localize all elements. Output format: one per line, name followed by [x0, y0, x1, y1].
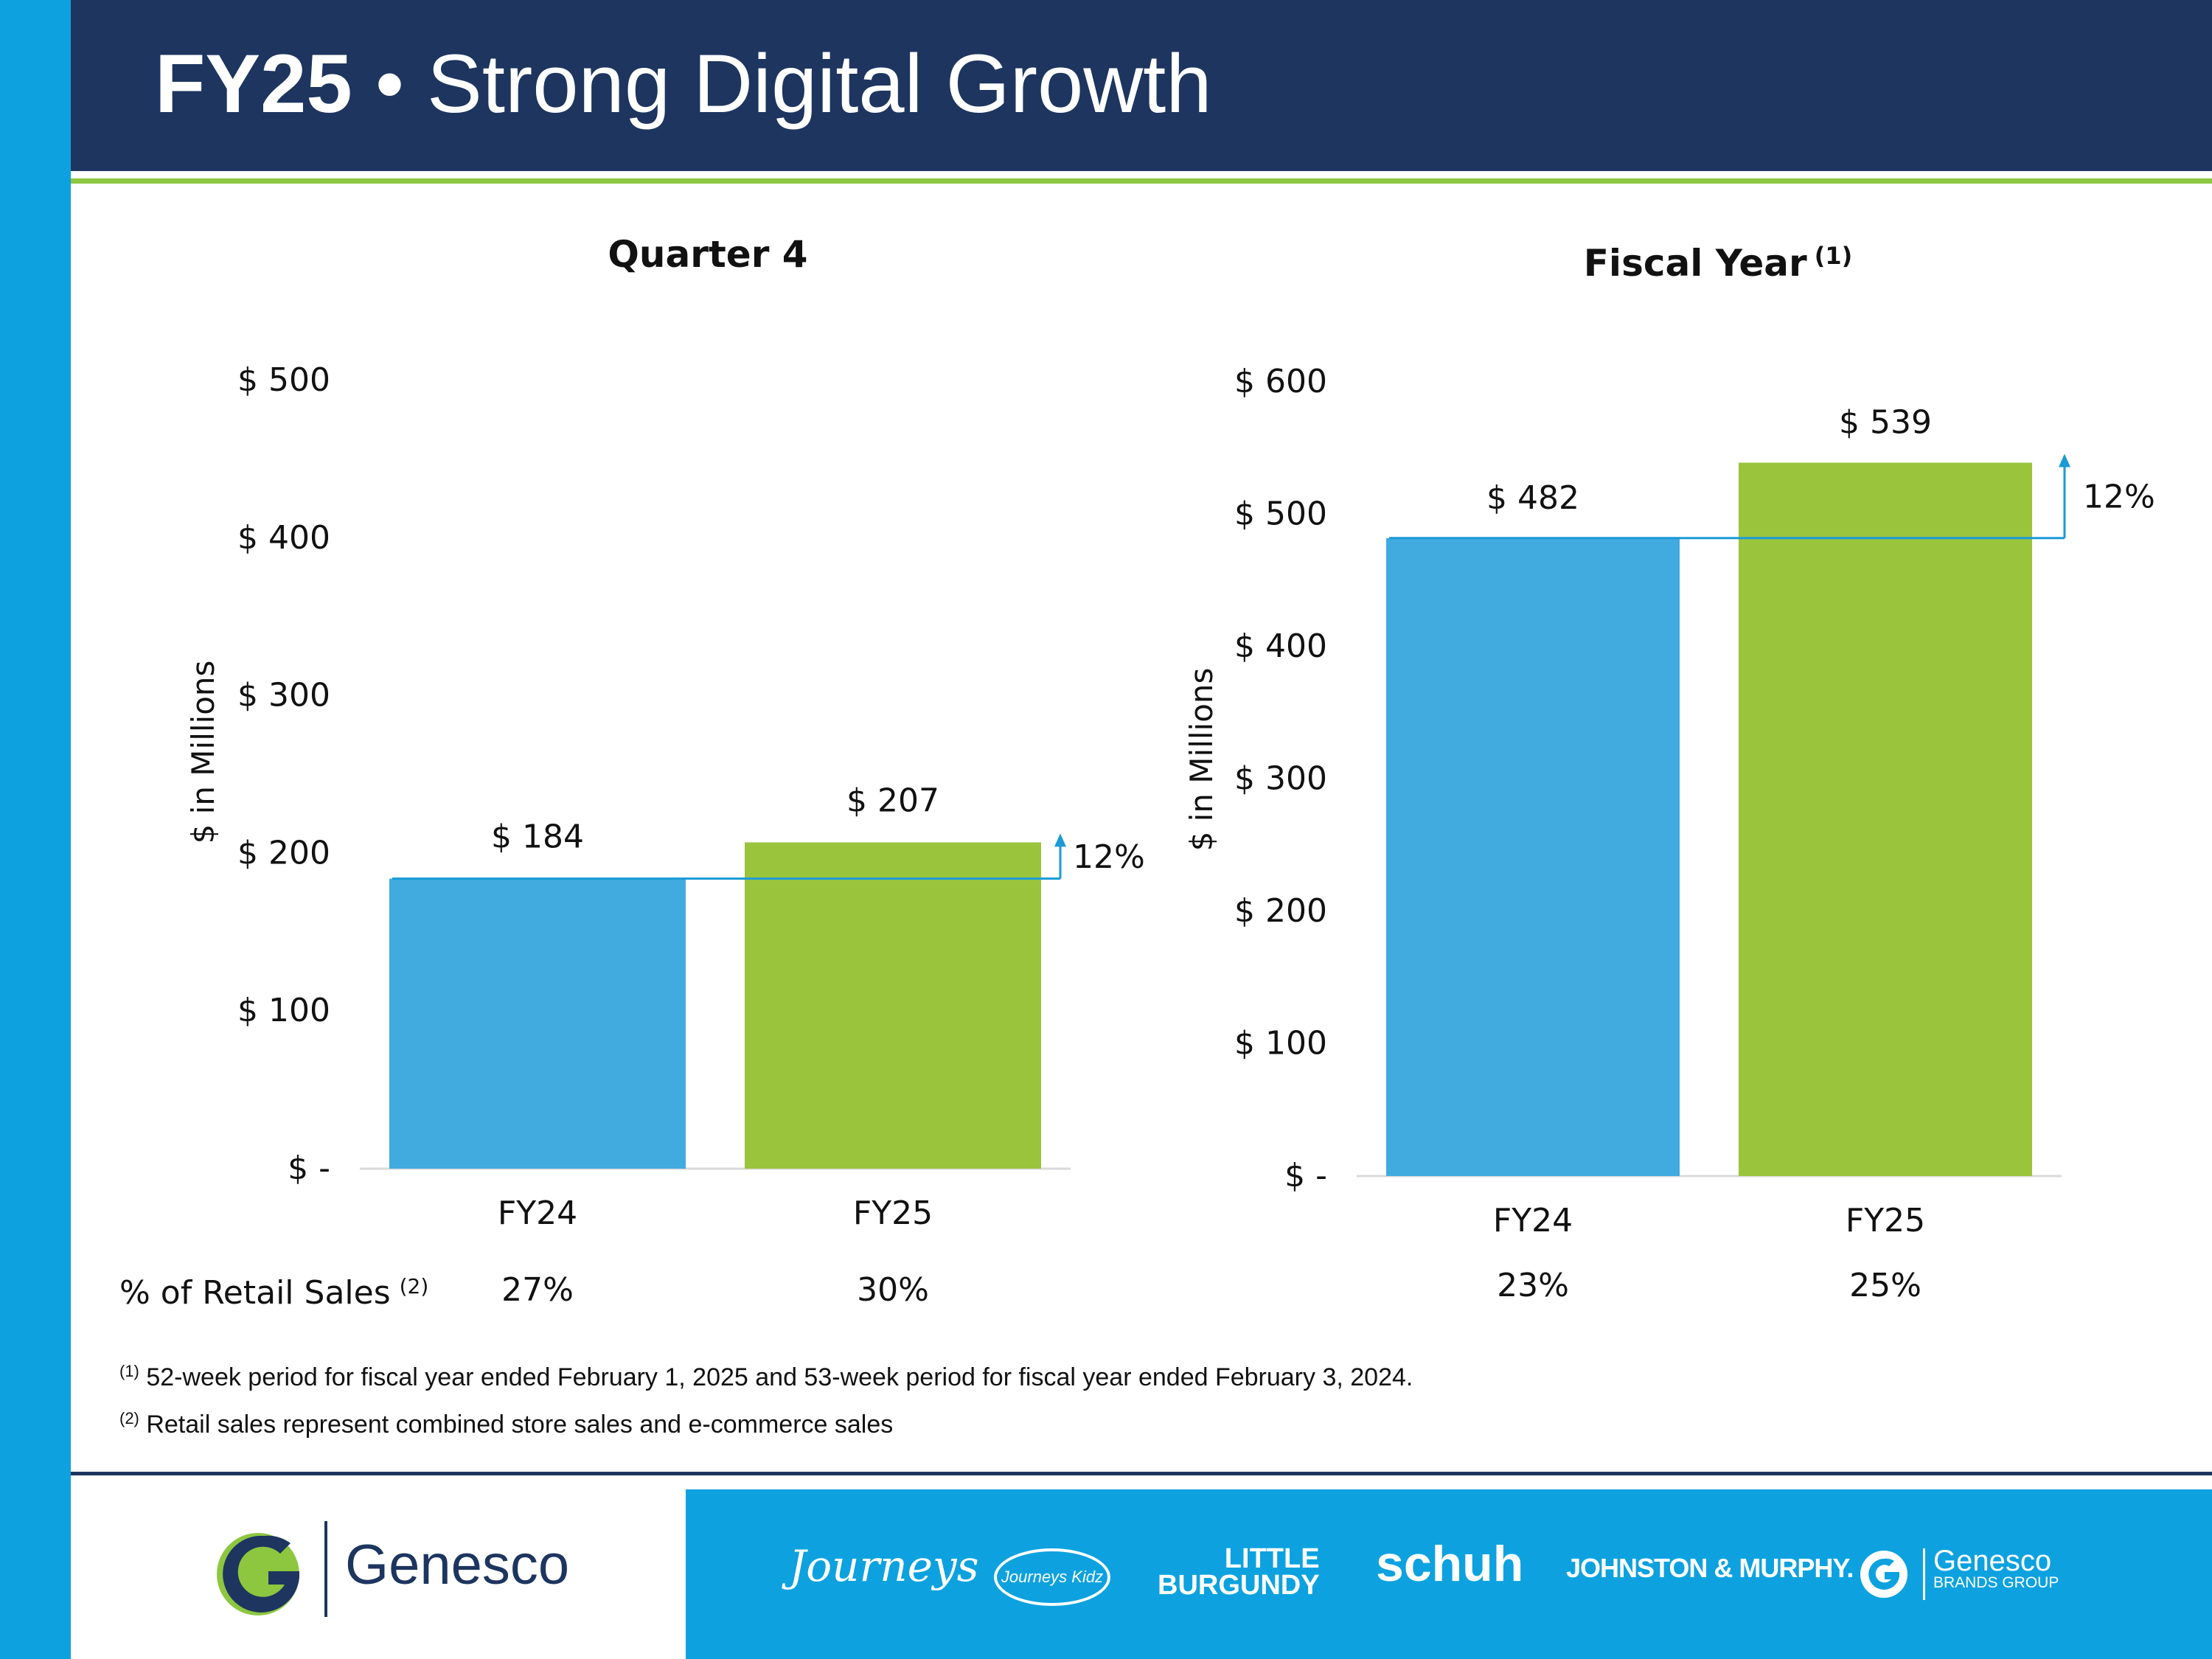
chart2-growth-arrow-head — [2059, 453, 2070, 467]
logo-separator — [324, 1521, 327, 1617]
title-rest: • Strong Digital Growth — [352, 38, 1212, 130]
chart2-bar-fy24 — [1386, 538, 1680, 1176]
brand-journeys: Journeys — [789, 1541, 979, 1591]
retail-sales-label: % of Retail Sales (2) — [119, 1274, 428, 1312]
footnote-1-marker: (1) — [119, 1362, 139, 1380]
footer-divider — [71, 1472, 2212, 1475]
chart2-ytick-2: $ 200 — [1234, 892, 1327, 930]
chart2-category-fy24: FY24 — [1493, 1202, 1573, 1239]
chart2-retail-pct-fy24: 23% — [1497, 1267, 1569, 1304]
footnote-2-text: Retail sales represent combined store sa… — [146, 1411, 894, 1439]
brand-genesco-brands-group: Genesco BRANDS GROUP — [1933, 1545, 2059, 1591]
header-divider — [71, 178, 2212, 184]
chart2-ytick-5: $ 500 — [1234, 495, 1327, 533]
footer-company-panel: Genesco — [71, 1475, 686, 1659]
genesco-brands-group-icon — [1860, 1551, 1907, 1598]
chart2-ylabel: $ in Millions — [1183, 668, 1220, 852]
chart1-growth-arrow-head — [1054, 833, 1066, 847]
chart2-ytick-1: $ 100 — [1234, 1025, 1327, 1062]
chart2-value-label-fy24: $ 482 — [1486, 479, 1579, 517]
chart1-ytick-0: $ - — [288, 1150, 330, 1187]
footnote-1-text: 52-week period for fiscal year ended Feb… — [146, 1363, 1413, 1391]
chart2-ytick-0: $ - — [1284, 1157, 1327, 1194]
chart1-retail-pct-fy25: 30% — [857, 1271, 929, 1309]
footnote-2: (2) Retail sales represent combined stor… — [119, 1398, 1413, 1445]
chart2-category-fy25: FY25 — [1846, 1202, 1925, 1239]
chart2-ytick-3: $ 300 — [1234, 760, 1327, 798]
chart1-category-fy24: FY24 — [498, 1194, 577, 1232]
chart1-bar-fy25 — [745, 842, 1041, 1169]
brand-schuh: schuh — [1376, 1536, 1524, 1592]
chart1-retail-pct-fy24: 27% — [501, 1271, 574, 1309]
retail-sales-sup: (2) — [400, 1274, 429, 1298]
chart2-title-sup: (1) — [1815, 242, 1853, 270]
chart2-value-label-fy25: $ 539 — [1839, 403, 1932, 441]
chart2-retail-pct-fy25: 25% — [1849, 1267, 1921, 1304]
chart2-ytick-6: $ 600 — [1234, 363, 1327, 400]
brand-little-burgundy-line2: BURGUNDY — [1158, 1570, 1320, 1601]
footnote-1: (1) 52-week period for fiscal year ended… — [119, 1351, 1413, 1398]
chart2-title: Fiscal Year (1) — [1584, 242, 1852, 285]
footer-brands-panel: Journeys Journeys Kidz LITTLE BURGUNDY s… — [686, 1489, 2212, 1659]
footnote-2-marker: (2) — [119, 1409, 139, 1427]
brand-johnston-murphy: JOHNSTON & MURPHY. — [1566, 1553, 1854, 1583]
chart1-ytick-3: $ 300 — [237, 677, 330, 714]
genesco-logo-icon — [217, 1533, 299, 1615]
chart1-ytick-1: $ 100 — [237, 992, 330, 1029]
chart2-bar-fy25 — [1739, 462, 2032, 1176]
chart1-ytick-5: $ 500 — [237, 361, 330, 399]
header-band — [71, 0, 2212, 171]
chart1-ytick-4: $ 400 — [237, 519, 330, 557]
chart1-title: Quarter 4 — [608, 233, 807, 276]
chart1-bar-fy24 — [389, 878, 686, 1169]
brand-journeys-kidz: Journeys Kidz — [994, 1548, 1110, 1606]
chart1-value-label-fy24: $ 184 — [491, 818, 584, 856]
chart2-ytick-4: $ 400 — [1234, 627, 1327, 665]
charts-canvas: Quarter 4 $ in Millions $ - $ 100 $ 200 $ 300… — [119, 233, 2155, 1312]
left-accent-bar — [0, 0, 71, 1659]
footnotes: (1) 52-week period for fiscal year ended… — [119, 1351, 1413, 1445]
title-bold: FY25 — [155, 38, 352, 130]
company-name: Genesco — [345, 1534, 570, 1596]
chart1-category-fy25: FY25 — [853, 1194, 933, 1232]
brand-little-burgundy-line1: LITTLE — [1224, 1543, 1320, 1574]
brand-genesco-brands-group-line2: BRANDS GROUP — [1933, 1574, 2059, 1591]
chart1-ytick-2: $ 200 — [237, 834, 330, 872]
chart1-value-label-fy25: $ 207 — [846, 782, 939, 819]
brand-little-burgundy: LITTLE BURGUNDY — [1158, 1545, 1320, 1599]
brand-genesco-brands-group-line1: Genesco — [1933, 1545, 2052, 1577]
chart1-growth-label: 12% — [1073, 838, 1145, 876]
chart2-growth-label: 12% — [2083, 479, 2155, 516]
chart1-ylabel: $ in Millions — [185, 661, 221, 844]
brands-group-separator — [1923, 1548, 1925, 1600]
page-title: FY25 • Strong Digital Growth — [155, 43, 1212, 125]
